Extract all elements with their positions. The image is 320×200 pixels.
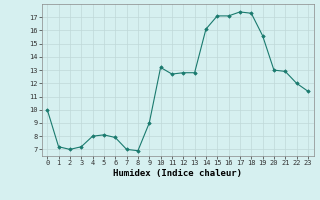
X-axis label: Humidex (Indice chaleur): Humidex (Indice chaleur) [113, 169, 242, 178]
